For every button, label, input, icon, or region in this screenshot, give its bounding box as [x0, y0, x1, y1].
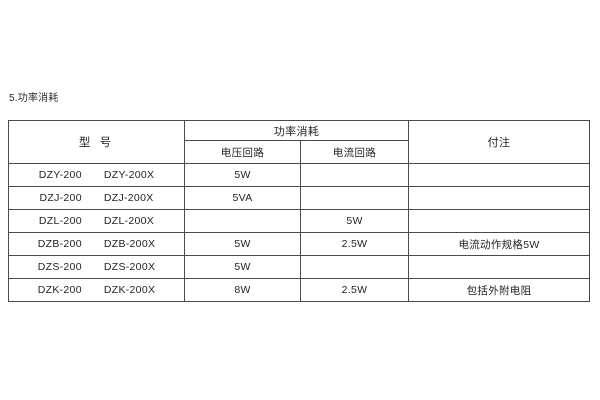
model-name-variant: DZB-200X: [103, 238, 156, 250]
cell-remark: 包括外附电阻: [408, 278, 591, 302]
cell-voltage-circuit: 5W: [184, 255, 301, 279]
table-row: DZB-200 DZB-200X 5W 2.5W 电流动作规格5W: [8, 232, 591, 256]
cell-voltage-circuit: 8W: [184, 278, 301, 302]
table-row: DZS-200 DZS-200X 5W: [8, 255, 591, 279]
cell-model: DZK-200 DZK-200X: [8, 278, 185, 302]
cell-voltage-circuit: 5W: [184, 163, 301, 187]
column-header-voltage-circuit: 电压回路: [184, 140, 301, 164]
table-row: DZL-200 DZL-200X 5W: [8, 209, 591, 233]
column-header-model: 型 号: [8, 120, 185, 164]
power-consumption-table: 型 号 功率消耗 付注 电压回路 电流回路 DZY-200 DZY-200X: [8, 120, 591, 302]
power-consumption-table-wrapper: 型 号 功率消耗 付注 电压回路 电流回路 DZY-200 DZY-200X: [8, 120, 591, 302]
table-body: DZY-200 DZY-200X 5W DZJ-200 DZJ-200X: [8, 163, 591, 302]
table-header-row-top: 型 号 功率消耗 付注: [8, 120, 591, 164]
cell-remark: [408, 255, 591, 279]
model-name-primary: DZB-200: [37, 238, 82, 250]
column-header-remark: 付注: [408, 120, 591, 164]
cell-current-circuit: 5W: [299, 209, 410, 233]
model-name-primary: DZK-200: [37, 284, 82, 296]
cell-current-circuit: [299, 163, 410, 187]
model-name-primary: DZY-200: [38, 169, 82, 181]
model-name-variant: DZL-200X: [103, 215, 155, 227]
cell-remark: [408, 186, 591, 210]
table-header: 型 号 功率消耗 付注 电压回路 电流回路: [8, 120, 591, 164]
model-name-primary: DZJ-200: [39, 192, 82, 204]
model-name-variant: DZJ-200X: [103, 192, 154, 204]
cell-voltage-circuit: [184, 209, 301, 233]
model-name-variant: DZK-200X: [103, 284, 156, 296]
cell-current-circuit: [299, 186, 410, 210]
cell-current-circuit: 2.5W: [299, 278, 410, 302]
cell-voltage-circuit: 5W: [184, 232, 301, 256]
cell-remark: [408, 209, 591, 233]
cell-model: DZS-200 DZS-200X: [8, 255, 185, 279]
cell-model: DZY-200 DZY-200X: [8, 163, 185, 187]
column-header-current-circuit: 电流回路: [299, 140, 410, 164]
cell-remark: [408, 163, 591, 187]
cell-current-circuit: [299, 255, 410, 279]
model-name-primary: DZL-200: [38, 215, 82, 227]
table-row: DZK-200 DZK-200X 8W 2.5W 包括外附电阻: [8, 278, 591, 302]
section-title: 5.功率消耗: [9, 93, 59, 104]
cell-model: DZB-200 DZB-200X: [8, 232, 185, 256]
table-row: DZY-200 DZY-200X 5W: [8, 163, 591, 187]
model-name-variant: DZY-200X: [103, 169, 155, 181]
table-row: DZJ-200 DZJ-200X 5VA: [8, 186, 591, 210]
table-header-row-sub: 电压回路 电流回路: [9, 140, 590, 164]
column-header-power-consumption: 功率消耗: [183, 120, 410, 141]
model-name-primary: DZS-200: [37, 261, 82, 273]
cell-remark: 电流动作规格5W: [408, 232, 591, 256]
cell-model: DZJ-200 DZJ-200X: [8, 186, 185, 210]
model-name-variant: DZS-200X: [103, 261, 156, 273]
cell-model: DZL-200 DZL-200X: [8, 209, 185, 233]
cell-current-circuit: 2.5W: [299, 232, 410, 256]
cell-voltage-circuit: 5VA: [184, 186, 301, 210]
